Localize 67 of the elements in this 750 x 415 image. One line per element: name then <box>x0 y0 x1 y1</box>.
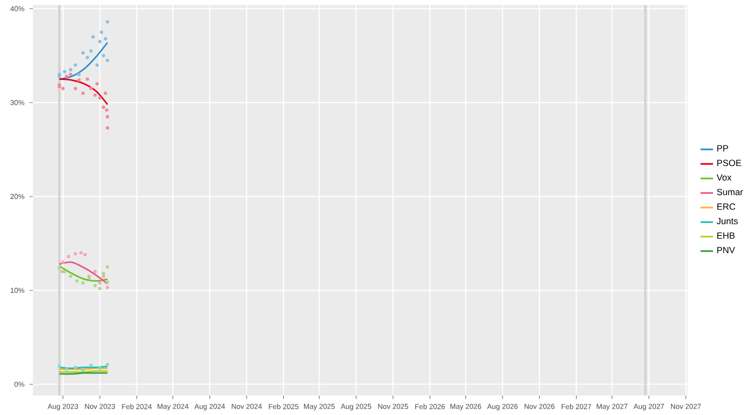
point <box>98 96 102 100</box>
point <box>93 270 97 274</box>
point <box>86 77 90 81</box>
point <box>61 86 65 90</box>
point <box>89 49 93 52</box>
legend-label: Vox <box>716 174 732 180</box>
point <box>77 78 81 82</box>
point <box>98 40 102 44</box>
point <box>66 254 70 258</box>
point <box>102 272 106 275</box>
legend-label: PNV <box>717 246 736 253</box>
point <box>86 56 90 59</box>
point <box>91 35 95 38</box>
point <box>106 265 110 268</box>
line-series <box>58 42 108 80</box>
point <box>64 74 68 78</box>
point <box>93 93 97 97</box>
point <box>79 250 83 254</box>
point <box>68 274 72 278</box>
point <box>89 364 93 367</box>
point <box>106 126 110 130</box>
point <box>105 108 108 112</box>
point <box>95 63 99 67</box>
point <box>106 58 110 62</box>
point <box>98 366 102 370</box>
line-series <box>58 261 108 284</box>
point <box>62 270 66 274</box>
point <box>102 54 106 58</box>
legend-label: Junts <box>716 218 738 224</box>
point <box>100 30 104 34</box>
point <box>104 36 108 40</box>
point <box>58 364 62 368</box>
point <box>81 91 85 95</box>
point <box>74 86 78 90</box>
point <box>93 284 97 288</box>
point <box>61 260 65 264</box>
point <box>81 50 85 54</box>
point <box>83 252 87 256</box>
point <box>81 280 85 284</box>
point <box>74 365 78 369</box>
point <box>75 279 79 282</box>
legend-label: ERC <box>717 203 736 210</box>
point <box>104 91 108 95</box>
point <box>74 252 78 256</box>
point <box>98 286 102 290</box>
point <box>68 68 72 72</box>
point <box>98 280 102 284</box>
legend-label: PP <box>717 145 728 152</box>
point <box>106 286 110 289</box>
point <box>77 72 81 76</box>
point <box>95 82 99 86</box>
point <box>62 70 66 74</box>
point <box>106 280 110 284</box>
point <box>106 362 110 366</box>
point <box>74 63 78 67</box>
line-series <box>58 264 108 282</box>
legend-label: EHB <box>717 232 735 238</box>
legend-label: Sumar <box>717 188 743 195</box>
point <box>68 72 72 76</box>
point <box>58 266 62 270</box>
point <box>106 20 110 24</box>
point <box>106 114 110 118</box>
point <box>64 367 68 371</box>
point <box>89 86 93 90</box>
legend-label: PSOE <box>717 160 742 166</box>
point <box>102 105 106 109</box>
point <box>81 368 85 372</box>
